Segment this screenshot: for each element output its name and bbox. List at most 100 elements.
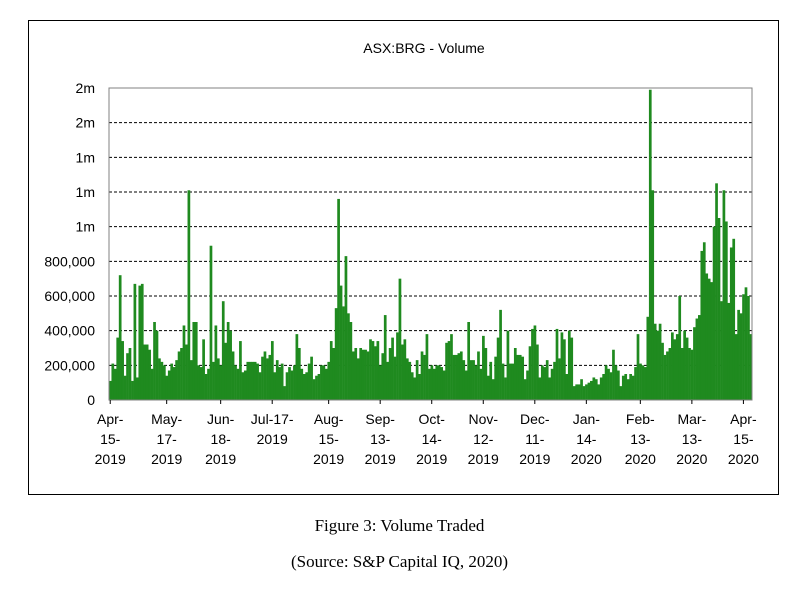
x-tick-label: May-17-2019 [151, 411, 182, 467]
volume-bar [572, 386, 576, 400]
volume-bar [396, 332, 399, 400]
volume-bar [499, 309, 502, 400]
volume-bar [361, 349, 365, 400]
volume-bar [523, 379, 527, 400]
volume-bar [248, 361, 252, 400]
volume-bar [526, 370, 529, 400]
volume-bar [315, 375, 318, 400]
figure-caption: Figure 3: Volume Traded [314, 516, 485, 535]
volume-bar [165, 375, 169, 400]
volume-bar [744, 287, 748, 400]
volume-bar [558, 358, 561, 400]
volume-bar [209, 245, 213, 400]
volume-bar [599, 377, 603, 400]
volume-bar [150, 368, 154, 400]
volume-bar [494, 356, 498, 400]
volume-bar [739, 313, 743, 400]
volume-bar [648, 89, 652, 400]
volume-bar [548, 377, 551, 400]
volume-bar [189, 360, 193, 400]
volume-bar [167, 370, 171, 400]
volume-bar [320, 365, 323, 400]
volume-bar [467, 322, 471, 400]
volume-bar [420, 351, 424, 400]
y-tick-label: 800,000 [44, 253, 95, 269]
volume-bar [243, 370, 247, 400]
volume-bar [425, 334, 429, 400]
volume-bar [170, 363, 174, 400]
volume-bar [749, 334, 753, 400]
volume-bar [705, 273, 709, 400]
volume-bar [440, 367, 444, 400]
volume-bar [266, 358, 269, 400]
volume-bar [540, 365, 544, 400]
volume-bar [160, 361, 164, 400]
volume-bar [531, 328, 534, 400]
volume-bar [496, 337, 500, 400]
volume-bar [172, 367, 176, 400]
volume-bar [383, 315, 387, 400]
volume-bar [256, 363, 259, 400]
volume-bar [374, 346, 377, 400]
volume-bar [732, 238, 736, 400]
volume-bar [658, 323, 662, 400]
volume-bar [246, 361, 250, 400]
volume-bar [580, 379, 583, 400]
volume-bar [295, 334, 299, 400]
volume-bar [597, 384, 601, 400]
volume-bar [307, 363, 311, 400]
volume-bar [180, 348, 183, 400]
volume-bar [216, 358, 220, 400]
volume-bar [138, 285, 142, 400]
volume-bar [604, 365, 608, 400]
volume-bar [408, 361, 412, 400]
volume-bar [175, 360, 178, 400]
volume-bar [639, 363, 642, 400]
volume-bar [455, 354, 458, 400]
volume-bar [516, 354, 520, 400]
volume-bar [231, 351, 235, 400]
volume-bar [594, 379, 598, 400]
volume-bar [668, 348, 672, 400]
volume-bar [261, 356, 264, 400]
volume-bar [234, 365, 237, 400]
volume-bar [479, 368, 483, 400]
volume-bar [219, 365, 223, 400]
volume-bar [283, 386, 286, 400]
volume-bar [116, 337, 120, 400]
volume-bar [401, 344, 404, 400]
volume-bar [513, 348, 517, 400]
volume-bar [727, 302, 731, 400]
volume-bar [536, 344, 539, 400]
x-tick-label: Jul-17-2019 [251, 411, 294, 447]
volume-bar [565, 374, 569, 400]
volume-bar [577, 384, 581, 400]
volume-bar [410, 372, 414, 400]
volume-bar [707, 278, 711, 400]
volume-bar [359, 348, 363, 400]
volume-bar [720, 301, 723, 400]
volume-bar [194, 322, 198, 400]
volume-bar [693, 327, 696, 400]
volume-bar [268, 354, 272, 400]
volume-bar [187, 190, 191, 400]
volume-bar [563, 339, 566, 400]
volume-bar [614, 365, 618, 400]
volume-bar [337, 198, 340, 400]
volume-bar [457, 353, 461, 400]
volume-bar [607, 368, 610, 400]
volume-bar [366, 351, 370, 400]
volume-bar [506, 330, 510, 400]
volume-bar [111, 363, 115, 400]
volume-bar [423, 354, 426, 400]
volume-bar [273, 372, 277, 400]
volume-bar [602, 374, 605, 400]
x-tick-label: Nov-12-2019 [468, 411, 499, 467]
x-tick-label: Feb-13-2020 [625, 411, 656, 467]
volume-bar [297, 348, 301, 400]
volume-bar [702, 242, 706, 400]
volume-bar [474, 365, 478, 400]
volume-bar [339, 285, 343, 400]
volume-bar [192, 322, 196, 400]
volume-chart: ASX:BRG - Volume 0 200,000 400,000 600,000 8… [44, 40, 759, 467]
